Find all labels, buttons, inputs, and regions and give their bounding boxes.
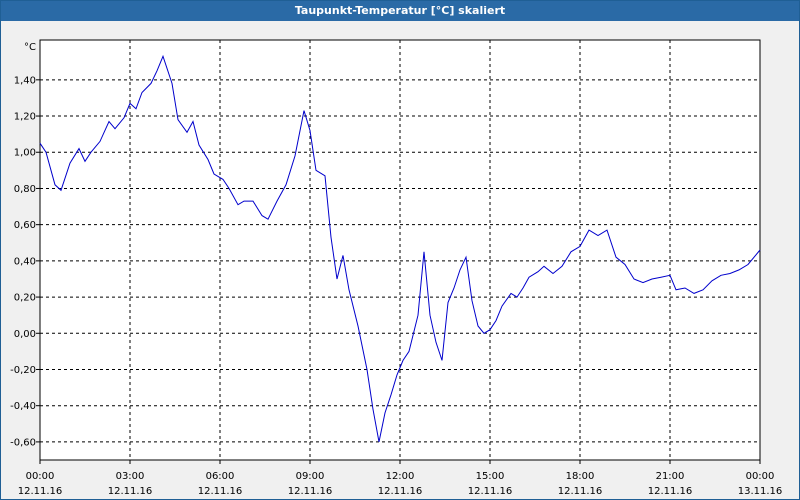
y-tick-label: 0,40: [14, 256, 36, 267]
x-tick-date-label: 12.11.16: [18, 486, 63, 497]
x-tick-date-label: 12.11.16: [378, 486, 423, 497]
x-tick-time-label: 12:00: [386, 471, 415, 482]
y-tick-label: 0,60: [14, 220, 36, 231]
x-tick-time-label: 15:00: [476, 471, 505, 482]
x-tick-time-label: 09:00: [296, 471, 325, 482]
y-tick-label: 0,20: [14, 293, 36, 304]
x-tick-time-label: 03:00: [116, 471, 145, 482]
x-tick-time-label: 18:00: [566, 471, 595, 482]
x-tick-date-label: 12.11.16: [558, 486, 603, 497]
x-tick-time-label: 06:00: [206, 471, 235, 482]
y-tick-label: 1,00: [14, 148, 36, 159]
x-tick-date-label: 12.11.16: [288, 486, 333, 497]
series-line: [39, 54, 761, 443]
x-tick-date-label: 12.11.16: [648, 486, 693, 497]
y-tick-label: -0,60: [10, 437, 36, 448]
grid-lines: [40, 40, 760, 460]
y-tick-label: -0,40: [10, 401, 36, 412]
x-tick-date-label: 13.11.16: [738, 486, 783, 497]
y-tick-label: 1,40: [14, 75, 36, 86]
y-tick-label: 0,00: [14, 329, 36, 340]
x-tick-time-label: 00:00: [26, 471, 55, 482]
x-tick-date-label: 12.11.16: [468, 486, 513, 497]
y-tick-label: 1,20: [14, 112, 36, 123]
series-group: [39, 54, 761, 443]
chart-title: Taupunkt-Temperatur [°C] skaliert: [1, 1, 799, 21]
x-tick-date-label: 12.11.16: [198, 486, 243, 497]
x-tick-date-label: 12.11.16: [108, 486, 153, 497]
x-tick-time-label: 21:00: [656, 471, 685, 482]
x-axis: 00:00 12.11.16 03:00 12.11.16 06:00 12.11.16 0…: [18, 460, 783, 497]
y-tick-label: -0,20: [10, 365, 36, 376]
y-tick-label: 0,80: [14, 184, 36, 195]
x-tick-time-label: 00:00: [746, 471, 775, 482]
y-axis: 1,40 1,20 1,00 0,80 0,60 0,40 0,20 0,00 -0,20 -0,…: [10, 75, 40, 448]
y-axis-unit-label: °C: [24, 42, 36, 53]
